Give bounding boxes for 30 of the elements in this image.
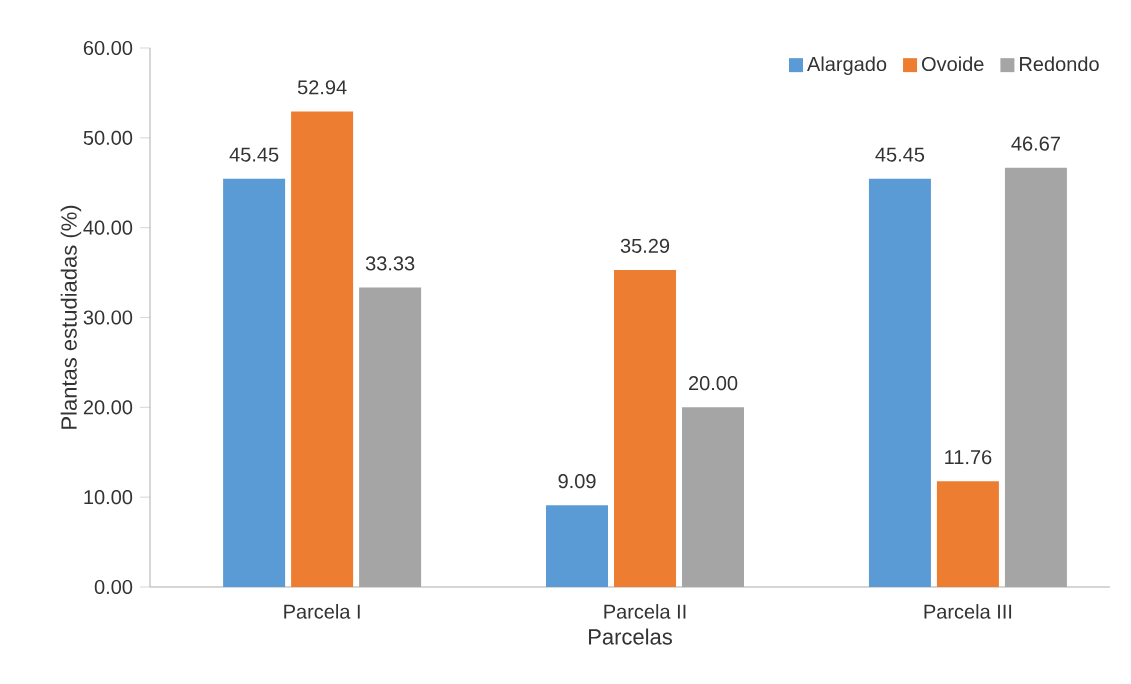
- x-tick-label: Parcela III: [924, 604, 1012, 619]
- y-tick-label: 30.00: [83, 310, 133, 325]
- bar: [291, 111, 354, 587]
- data-label: 45.45: [875, 147, 925, 162]
- legend-label: Redondo: [1020, 56, 1099, 72]
- y-tick-label: 20.00: [83, 400, 133, 415]
- y-axis-title: Plantas estudiadas (%): [60, 205, 82, 429]
- x-tick-label: Parcela II: [604, 604, 686, 619]
- data-label: 33.33: [365, 256, 415, 271]
- x-axis-title: Parcelas: [589, 628, 672, 645]
- y-tick-label: 10.00: [84, 490, 133, 505]
- data-label: 9.09: [558, 474, 596, 489]
- legend-label: Ovoide: [921, 56, 984, 72]
- x-tick-label: Parcela I: [284, 604, 360, 619]
- bar: [614, 269, 677, 587]
- legend-label: Alargado: [807, 56, 887, 76]
- bar: [546, 505, 609, 587]
- data-label: 11.76: [945, 450, 992, 465]
- data-label: 20.00: [689, 376, 738, 391]
- data-label: 45.45: [229, 147, 279, 162]
- data-label: 35.29: [620, 238, 670, 253]
- y-tick-label: 40.00: [83, 220, 133, 235]
- y-tick-label: 0.00: [94, 579, 133, 595]
- bar: [868, 178, 931, 587]
- bar: [223, 178, 286, 587]
- data-label: 52.94: [297, 80, 347, 95]
- y-tick-label: 60.00: [83, 40, 133, 56]
- y-tick-label: 50.00: [83, 130, 133, 145]
- bar: [936, 481, 999, 587]
- data-label: 46.67: [1011, 136, 1060, 151]
